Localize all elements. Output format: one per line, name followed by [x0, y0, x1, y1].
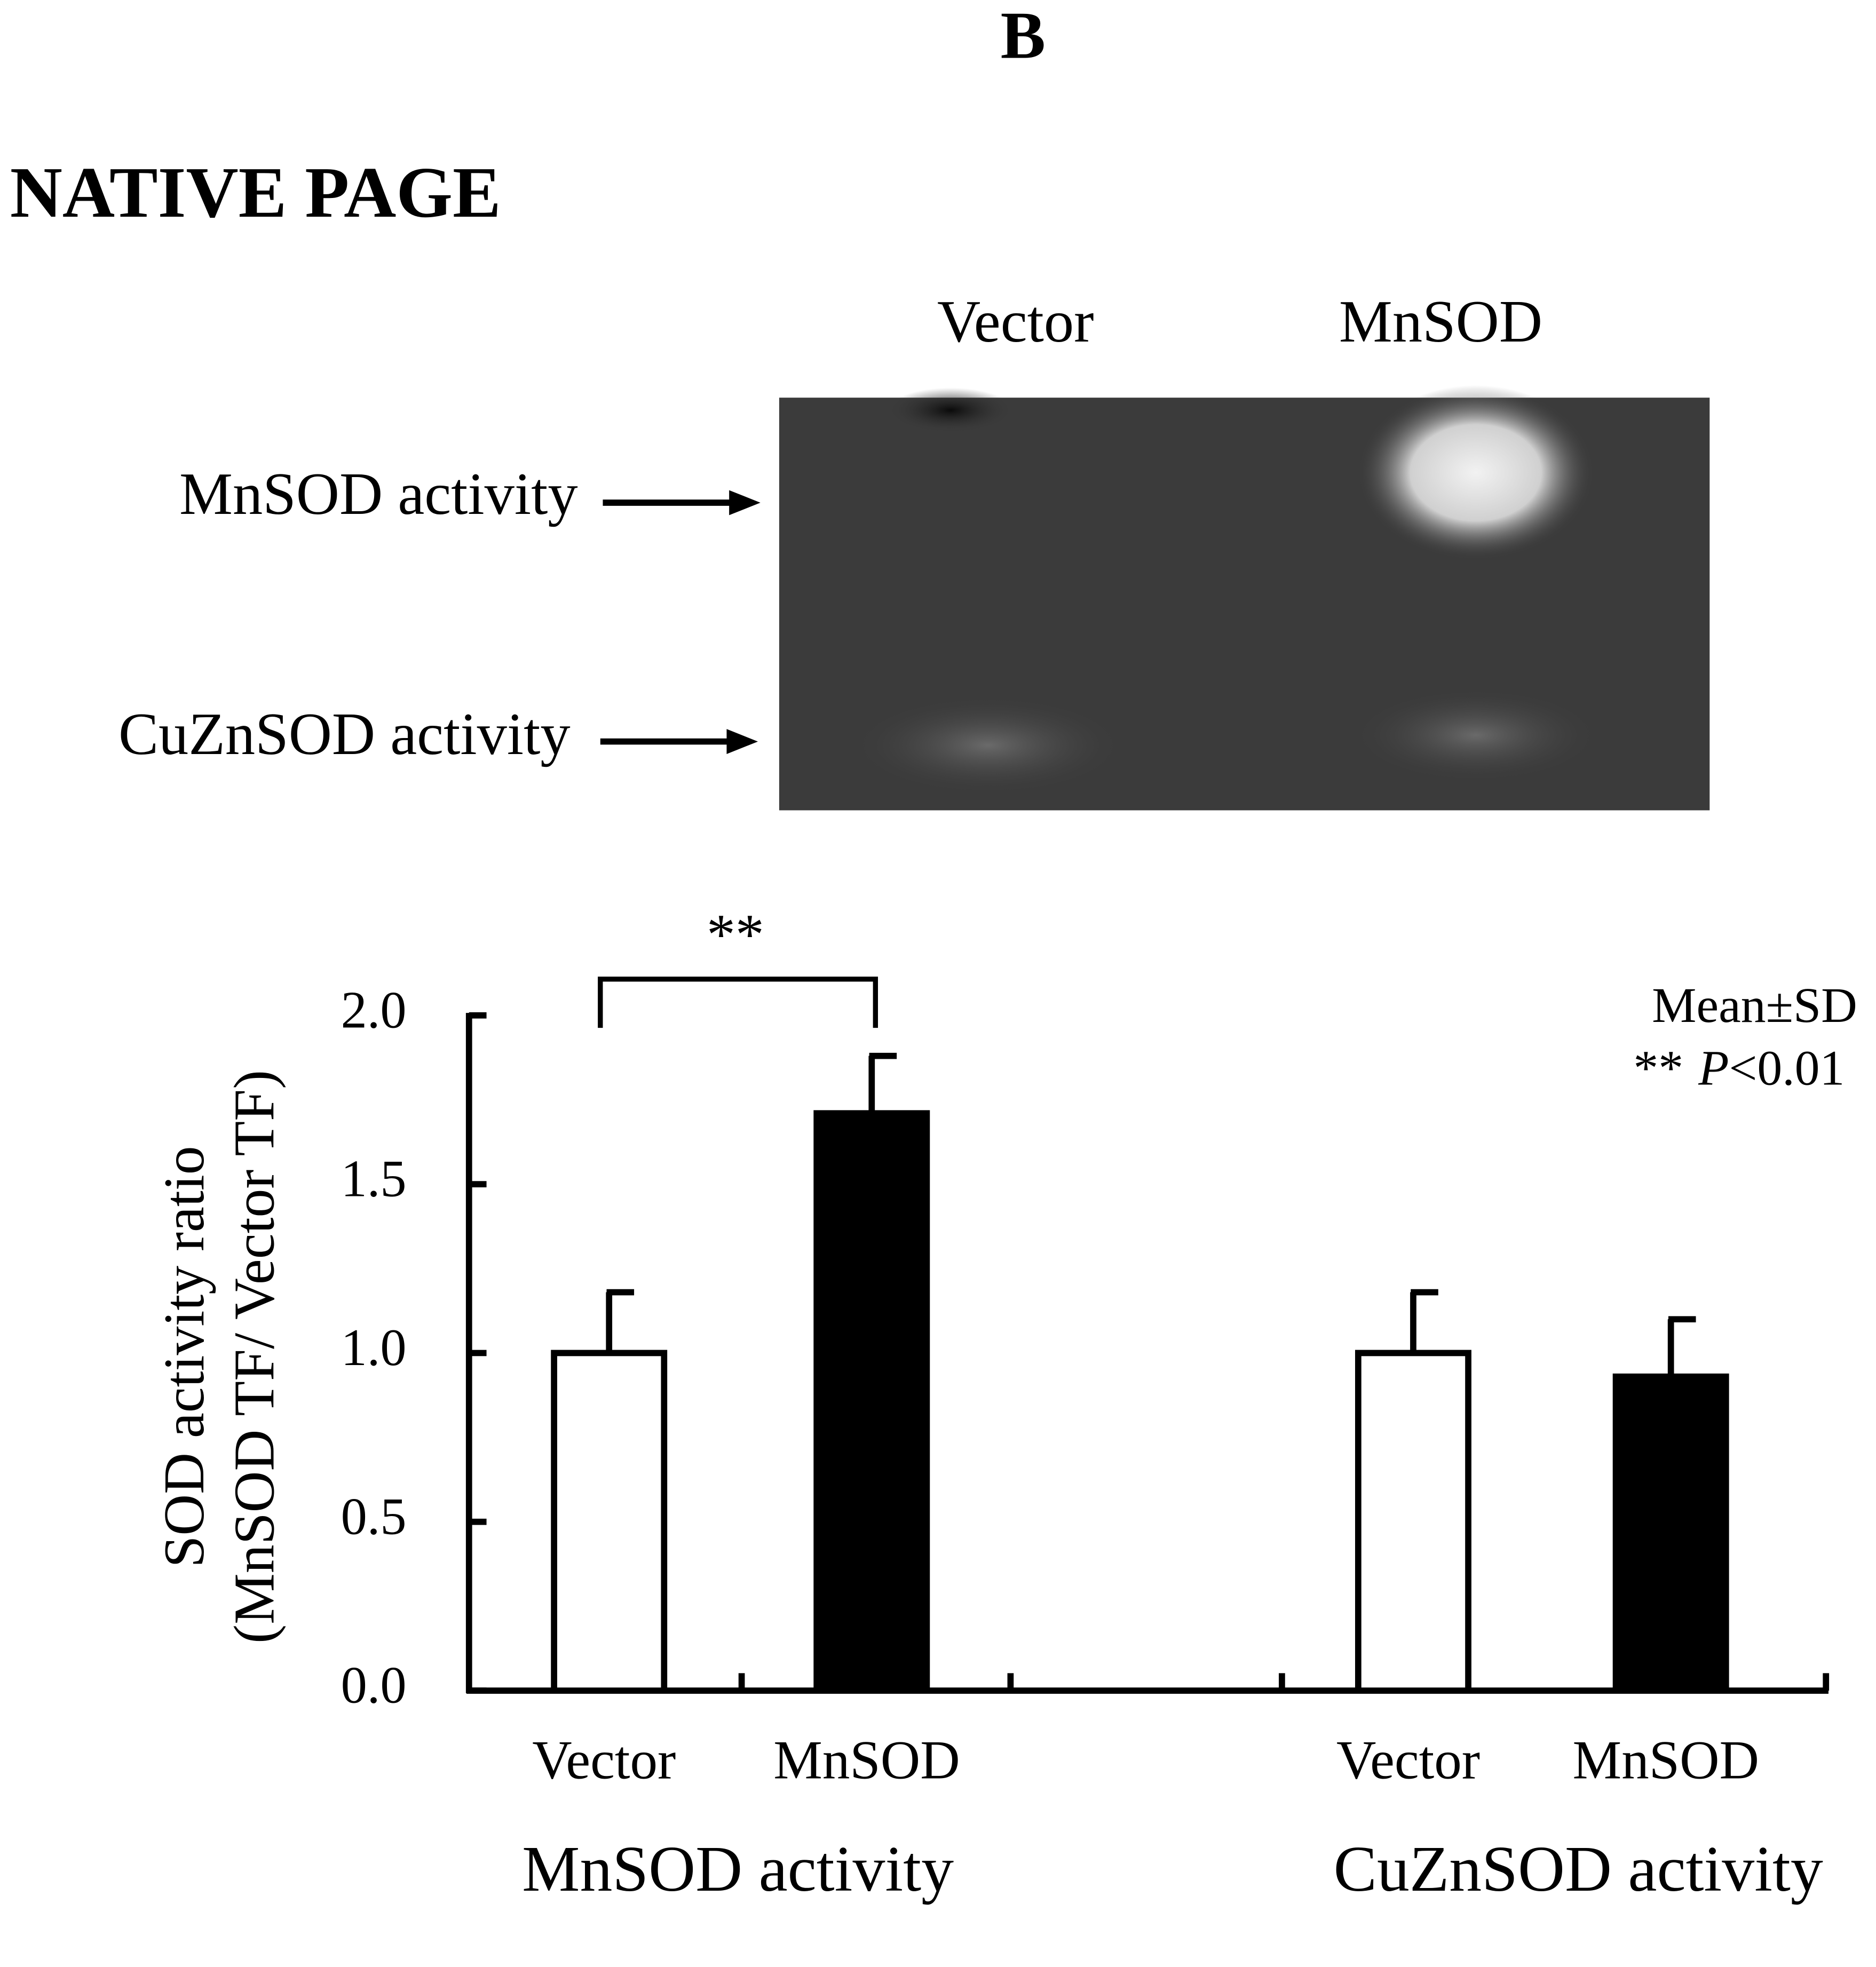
group-label: CuZnSOD activity [1334, 1833, 1823, 1905]
panel-label: B [1001, 0, 1046, 73]
y-tick-label: 0.5 [341, 1487, 407, 1545]
gel-title: NATIVE PAGE [10, 153, 501, 233]
arrow [603, 490, 761, 515]
note: Mean±SD [1652, 978, 1857, 1033]
lane-label: MnSOD [1339, 289, 1542, 355]
note-marker: ** [1633, 1040, 1683, 1096]
bar [813, 1110, 930, 1694]
lane-label: Vector [937, 289, 1094, 355]
y-tick-label: 0.0 [341, 1656, 407, 1715]
bar [1612, 1373, 1729, 1694]
x-tick-label: Vector [532, 1730, 676, 1790]
x-tick-label: Vector [1336, 1730, 1480, 1790]
note-threshold: <0.01 [1729, 1040, 1845, 1096]
gel-image [779, 385, 1710, 811]
significance-label: ** [707, 903, 764, 966]
y-tick-label: 2.0 [341, 981, 407, 1039]
band-label: CuZnSOD activity [118, 701, 571, 767]
x-tick-label: MnSOD [1573, 1730, 1759, 1790]
band-label: MnSOD activity [179, 461, 578, 527]
y-axis-label: SOD activity ratio (MnSOD TF/ Vector TF) [153, 1070, 286, 1644]
group-label: MnSOD activity [522, 1833, 954, 1905]
y-axis-label-line: (MnSOD TF/ Vector TF) [223, 1070, 286, 1644]
arrow [600, 729, 758, 755]
chart: 0.0 0.5 1.0 1.5 2.0 SOD activity ratio (MnSOD … [153, 903, 1857, 1905]
x-tick-label: MnSOD [773, 1730, 960, 1790]
bar [551, 1350, 668, 1694]
note: ** P<0.01 [1633, 1040, 1845, 1096]
significance-bracket [598, 977, 878, 1028]
bar [1355, 1350, 1471, 1694]
note-p: P [1698, 1040, 1729, 1096]
y-axis-label-line: SOD activity ratio [153, 1146, 216, 1567]
y-tick-label: 1.5 [341, 1150, 407, 1208]
y-tick-label: 1.0 [341, 1319, 407, 1377]
